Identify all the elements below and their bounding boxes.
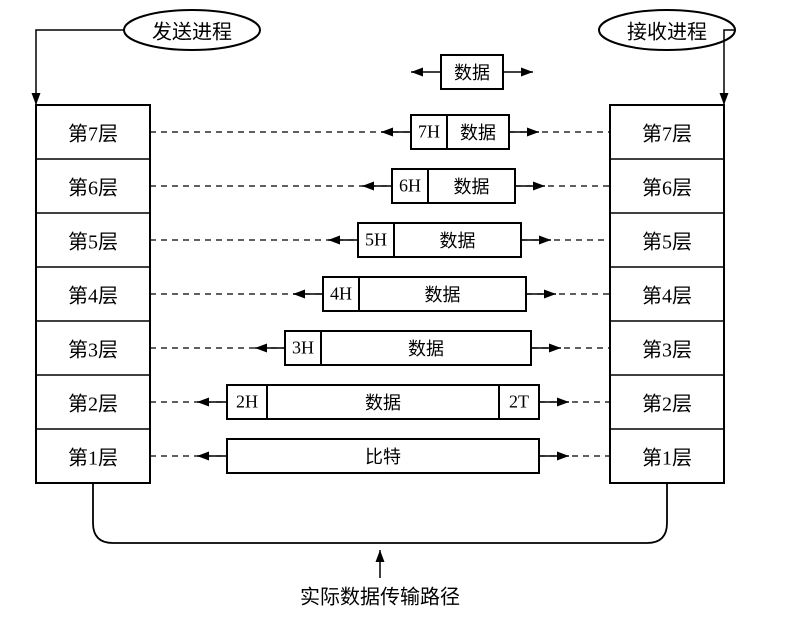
right-layer-4: 第4层 (642, 280, 692, 309)
pdu-trailer-label-5: 2T (509, 392, 529, 413)
right-layer-5: 第5层 (642, 226, 692, 255)
send-process-label: 发送进程 (152, 16, 232, 45)
left-layer-6: 第6层 (68, 172, 118, 201)
pdu-data-label-6: 比特 (365, 443, 401, 469)
pdu-header-label-5: 2H (236, 392, 258, 413)
receive-process-label: 接收进程 (627, 16, 707, 45)
pdu-data-top-label: 数据 (454, 59, 490, 85)
left-layer-4: 第4层 (68, 280, 118, 309)
pdu-header-label-4: 3H (292, 338, 314, 359)
pdu-data-label-1: 数据 (454, 173, 490, 199)
right-layer-7: 第7层 (642, 118, 692, 147)
pdu-header-label-2: 5H (365, 230, 387, 251)
pdu-data-label-2: 数据 (440, 227, 476, 253)
left-layer-2: 第2层 (68, 388, 118, 417)
pdu-header-label-0: 7H (418, 122, 440, 143)
left-layer-7: 第7层 (68, 118, 118, 147)
pdu-data-label-5: 数据 (365, 389, 401, 415)
pdu-header-label-1: 6H (399, 176, 421, 197)
pdu-data-label-3: 数据 (425, 281, 461, 307)
right-layer-2: 第2层 (642, 388, 692, 417)
right-layer-6: 第6层 (642, 172, 692, 201)
left-layer-1: 第1层 (68, 442, 118, 471)
send-arrow (36, 30, 125, 105)
physical-path-label: 实际数据传输路径 (300, 581, 460, 610)
pdu-header-label-3: 4H (330, 284, 352, 305)
right-layer-1: 第1层 (642, 442, 692, 471)
right-layer-3: 第3层 (642, 334, 692, 363)
left-layer-3: 第3层 (68, 334, 118, 363)
pdu-data-label-0: 数据 (460, 119, 496, 145)
physical-path (93, 483, 667, 543)
pdu-data-label-4: 数据 (408, 335, 444, 361)
left-layer-5: 第5层 (68, 226, 118, 255)
